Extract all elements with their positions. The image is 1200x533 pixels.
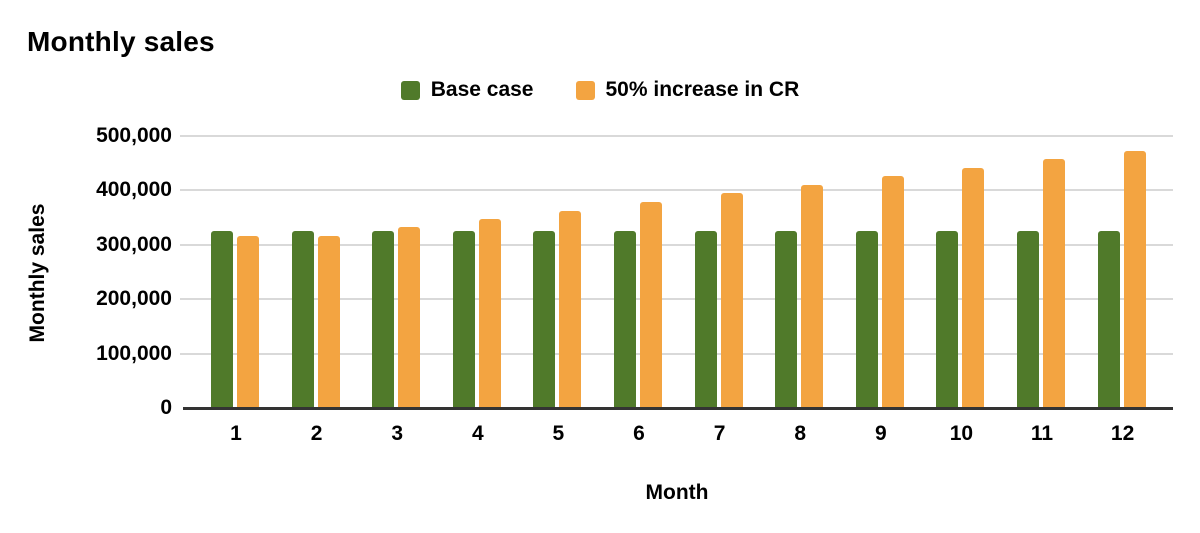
x-tick-label: 9 <box>874 422 887 445</box>
bar-scenario <box>317 236 340 408</box>
bar-base-case <box>775 231 798 408</box>
legend: Base case 50% increase in CR <box>0 78 1200 102</box>
bar-scenario <box>1043 159 1065 408</box>
y-tick-label: 300,000 <box>96 232 172 256</box>
bar-base-case <box>1017 231 1039 408</box>
bar-base-case <box>855 231 878 408</box>
y-axis-title: Monthly sales <box>26 203 49 343</box>
bar-scenario <box>640 201 662 408</box>
y-tick-label: 100,000 <box>96 341 172 365</box>
y-tick-label: 0 <box>160 396 172 419</box>
gridline <box>180 352 1173 355</box>
bar-scenario <box>559 210 582 408</box>
x-tick-label: 11 <box>1030 422 1054 445</box>
gridline <box>180 189 1173 192</box>
x-axis-line <box>183 407 1173 410</box>
gridline <box>180 298 1173 301</box>
bar-scenario <box>720 193 743 408</box>
bar-scenario <box>962 167 985 408</box>
y-tick-label: 200,000 <box>96 287 172 311</box>
x-tick-label: 6 <box>633 422 645 445</box>
legend-item: 50% increase in CR <box>575 78 800 102</box>
x-tick-label: 12 <box>1110 422 1135 445</box>
bar-base-case <box>614 231 636 408</box>
bar-scenario <box>881 176 904 408</box>
bar-base-case <box>452 231 475 408</box>
legend-label: 50% increase in CR <box>605 78 800 101</box>
gridline <box>180 135 1173 137</box>
y-tick-label: 400,000 <box>96 178 172 202</box>
bar-scenario <box>478 219 501 408</box>
bar-base-case <box>291 231 314 408</box>
bar-scenario <box>801 184 824 408</box>
bar-scenario <box>398 227 421 408</box>
x-tick-label: 4 <box>471 422 484 445</box>
legend-item: Base case <box>400 78 534 102</box>
x-tick-label: 8 <box>794 422 807 445</box>
legend-label: Base case <box>430 78 534 101</box>
bar-base-case <box>936 231 959 408</box>
y-tick-label: 500,000 <box>96 124 172 147</box>
bar-base-case <box>533 231 556 408</box>
bar-scenario <box>1123 150 1146 408</box>
x-tick-label: 10 <box>949 422 974 445</box>
x-axis-title: Month <box>645 481 709 504</box>
x-tick-label: 1 <box>230 422 242 445</box>
x-tick-label: 3 <box>391 422 404 445</box>
x-tick-label: 7 <box>713 422 726 445</box>
chart-title: Monthly sales <box>27 26 215 57</box>
x-tick-label: 5 <box>552 422 565 445</box>
bar-scenario <box>237 236 259 408</box>
bar-base-case <box>211 231 233 408</box>
x-tick-label: 2 <box>310 422 323 445</box>
legend-swatch-icon <box>575 80 595 100</box>
bar-base-case <box>694 231 717 408</box>
bar-base-case <box>372 231 395 408</box>
legend-swatch-icon <box>400 80 420 100</box>
gridline <box>180 243 1173 246</box>
bar-base-case <box>1097 231 1120 408</box>
